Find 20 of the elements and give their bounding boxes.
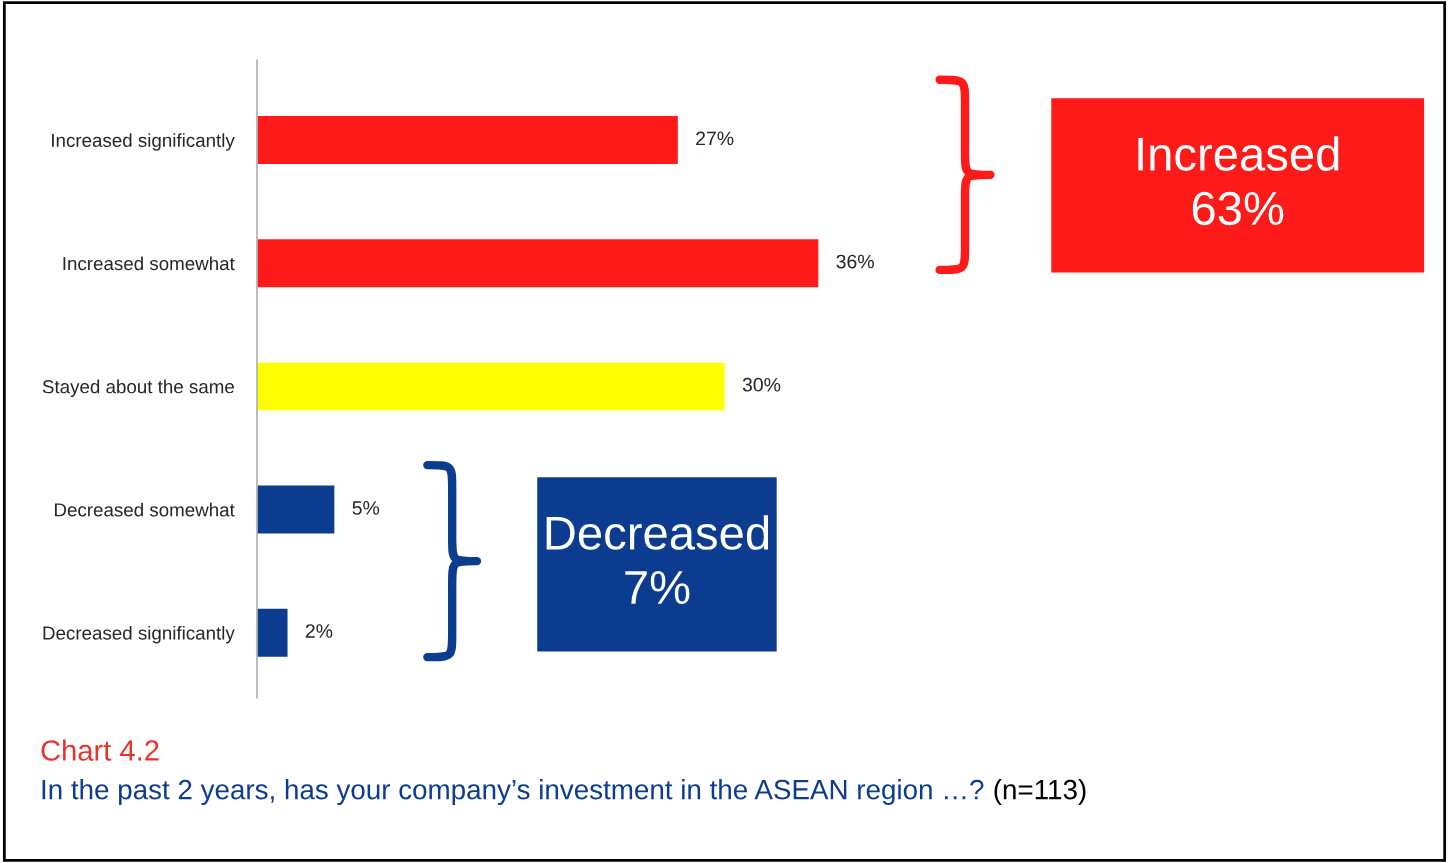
- y-tick-label: Decreased significantly: [43, 625, 235, 644]
- y-tick-label: Decreased somewhat: [54, 502, 235, 517]
- bar: [257, 114, 680, 166]
- text: In the past 2 years, has your company’s investment in the ASEAN region …?: [42, 779, 984, 805]
- text: Chart 4.2: [41, 739, 159, 761]
- bar: [257, 484, 336, 535]
- data-label: 30%: [742, 377, 781, 392]
- data-label: 5%: [352, 501, 380, 515]
- data-label: 36%: [836, 254, 874, 269]
- y-tick-label: Increased somewhat: [63, 256, 235, 271]
- annotation: Decreased 7%: [546, 515, 769, 604]
- bar: [257, 237, 820, 289]
- data-label: 27%: [696, 131, 734, 146]
- text: Increased 63%: [1138, 136, 1339, 226]
- y-tick-label: Stayed about the same: [42, 379, 234, 398]
- bar: [257, 607, 289, 659]
- text: (n=113): [994, 779, 1086, 805]
- bar: [257, 361, 727, 412]
- data-label: 2%: [305, 624, 333, 638]
- y-tick-label: Increased significantly: [52, 133, 235, 151]
